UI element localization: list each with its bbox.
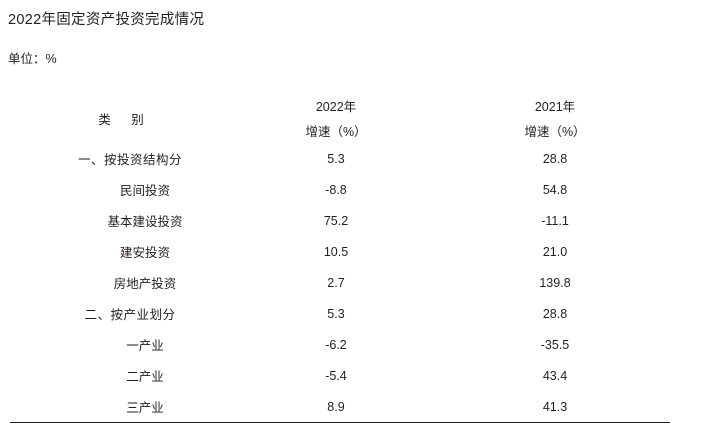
row-value-2022: 10.5 bbox=[323, 244, 349, 259]
header-year-2021: 2021年 bbox=[534, 100, 576, 114]
row-label-text: 建安投资 bbox=[119, 246, 170, 260]
row-label-text: 二产业 bbox=[126, 370, 164, 384]
row-label: 二、按产业划分 bbox=[10, 298, 232, 329]
row-label-text: 二、按产业划分 bbox=[84, 308, 176, 322]
row-label-text: 民间投资 bbox=[119, 184, 170, 198]
row-label-text: 基本建设投资 bbox=[107, 215, 183, 229]
row-value-2022: 75.2 bbox=[323, 213, 349, 228]
row-label-text: 一产业 bbox=[126, 339, 164, 353]
row-value-2021: 139.8 bbox=[539, 275, 571, 290]
row-value-2021: -35.5 bbox=[540, 337, 570, 352]
table-row: 二、按产业划分 5.3 28.8 bbox=[10, 298, 670, 329]
row-label: 一产业 bbox=[10, 329, 232, 360]
fixed-assets-investment-table: 类 别 2022年 2021年 增速（%） 增速（%） 一、按投资结构分 5.3… bbox=[10, 93, 670, 423]
row-label: 建安投资 bbox=[10, 236, 232, 267]
row-value-2022: -6.2 bbox=[325, 337, 347, 352]
row-label-text: 房地产投资 bbox=[113, 277, 177, 291]
page-title: 2022年固定资产投资完成情况 bbox=[8, 12, 205, 28]
header-year-2022: 2022年 bbox=[315, 100, 357, 114]
table-row: 民间投资 -8.8 54.8 bbox=[10, 174, 670, 205]
table-row: 基本建设投资 75.2 -11.1 bbox=[10, 205, 670, 236]
table-header-row-years: 类 别 2022年 2021年 bbox=[10, 93, 670, 127]
row-label-text: 一、按投资结构分 bbox=[77, 153, 182, 167]
row-label: 基本建设投资 bbox=[10, 205, 232, 236]
table-row: 建安投资 10.5 21.0 bbox=[10, 236, 670, 267]
row-value-2021: 21.0 bbox=[542, 244, 568, 259]
row-value-2021: -11.1 bbox=[541, 213, 569, 228]
header-growth-2022: 增速（%） bbox=[305, 125, 367, 139]
row-value-2022: -5.4 bbox=[325, 368, 347, 383]
row-value-2022: 5.3 bbox=[327, 306, 345, 321]
table-body: 类 别 2022年 2021年 增速（%） 增速（%） 一、按投资结构分 5.3… bbox=[10, 93, 670, 423]
row-label: 房地产投资 bbox=[10, 267, 232, 298]
row-value-2021: 43.4 bbox=[542, 368, 568, 383]
row-value-2022: -8.8 bbox=[325, 182, 347, 197]
row-label: 一、按投资结构分 bbox=[10, 143, 232, 174]
row-value-2021: 28.8 bbox=[542, 306, 568, 321]
row-label: 二产业 bbox=[10, 360, 232, 391]
table-header-row-metrics: 增速（%） 增速（%） bbox=[10, 118, 670, 143]
row-value-2022: 2.7 bbox=[327, 275, 345, 290]
table-row: 二产业 -5.4 43.4 bbox=[10, 360, 670, 391]
row-value-2021: 54.8 bbox=[542, 182, 568, 197]
header-category: 类 别 bbox=[98, 112, 148, 127]
row-value-2022: 5.3 bbox=[327, 151, 345, 166]
header-growth-2021: 增速（%） bbox=[524, 125, 586, 139]
table-row: 一、按投资结构分 5.3 28.8 bbox=[10, 143, 670, 174]
unit-label: 单位：% bbox=[8, 52, 57, 66]
row-label: 三产业 bbox=[10, 391, 232, 423]
table-row: 一产业 -6.2 -35.5 bbox=[10, 329, 670, 360]
row-value-2021: 28.8 bbox=[542, 151, 568, 166]
row-label-text: 三产业 bbox=[126, 401, 164, 415]
row-value-2021: 41.3 bbox=[440, 391, 670, 423]
table-row: 房地产投资 2.7 139.8 bbox=[10, 267, 670, 298]
row-label: 民间投资 bbox=[10, 174, 232, 205]
row-value-2022: 8.9 bbox=[232, 391, 440, 423]
table-row: 三产业 8.9 41.3 bbox=[10, 391, 670, 423]
